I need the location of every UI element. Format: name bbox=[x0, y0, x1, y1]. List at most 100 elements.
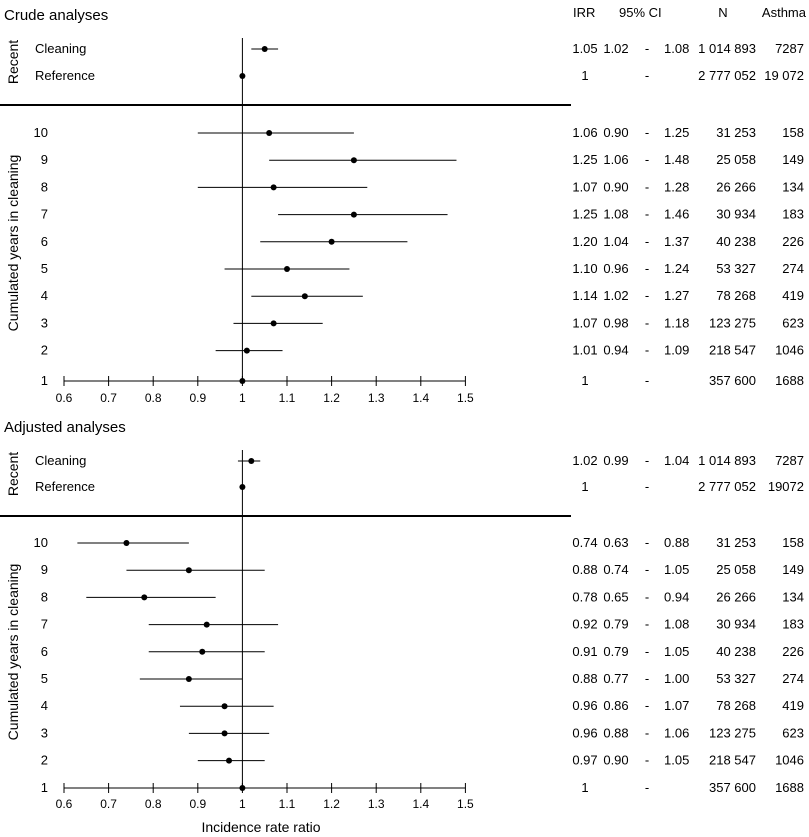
ci-upper: 1.00 bbox=[664, 671, 689, 686]
ci-upper: 1.05 bbox=[664, 644, 689, 659]
forest-row: 5 1.10 0.96 -1.24 53 327 274 bbox=[41, 261, 804, 276]
irr-point bbox=[270, 320, 277, 327]
x-tick-label: 1.1 bbox=[279, 391, 296, 405]
forest-row: 3 1.07 0.98 -1.18 123 275 623 bbox=[41, 315, 804, 330]
ci-lower: 0.74 bbox=[603, 562, 628, 577]
row-label: 8 bbox=[41, 589, 48, 604]
n-value: 2 777 052 bbox=[698, 479, 756, 494]
asthma-value: 274 bbox=[782, 261, 804, 276]
x-tick-label: 1.5 bbox=[457, 797, 474, 811]
irr-value: 1.07 bbox=[572, 315, 597, 330]
irr-point bbox=[226, 757, 233, 764]
group-label-recent: Recent bbox=[5, 452, 21, 496]
n-value: 30 934 bbox=[716, 207, 756, 222]
group-label-recent: Recent bbox=[5, 40, 21, 84]
n-value: 30 934 bbox=[716, 617, 756, 632]
forest-row: 5 0.88 0.77 -1.00 53 327 274 bbox=[41, 671, 804, 686]
irr-point bbox=[266, 130, 273, 136]
ci-lower: 0.90 bbox=[603, 179, 628, 194]
n-value: 2 777 052 bbox=[698, 68, 756, 83]
ci-upper: 0.88 bbox=[664, 535, 689, 550]
irr-value: 1.01 bbox=[572, 343, 597, 358]
x-tick-label: 1.2 bbox=[323, 797, 340, 811]
irr-point bbox=[239, 484, 246, 490]
irr-value: 1 bbox=[581, 479, 588, 494]
x-tick-label: 1.3 bbox=[368, 797, 385, 811]
asthma-value: 226 bbox=[782, 234, 804, 249]
forest-row: Reference 1 - 2 777 052 19 072 bbox=[35, 68, 804, 83]
ci-upper: 1.09 bbox=[664, 343, 689, 358]
ci-lower: 1.06 bbox=[603, 152, 628, 167]
irr-value: 0.92 bbox=[572, 617, 597, 632]
ci-value: - bbox=[645, 373, 649, 388]
x-tick-label: 1.4 bbox=[412, 797, 429, 811]
asthma-value: 419 bbox=[782, 288, 804, 303]
x-tick-label: 0.6 bbox=[56, 391, 73, 405]
row-label: 7 bbox=[41, 617, 48, 632]
asthma-value: 1046 bbox=[775, 343, 804, 358]
row-label: 10 bbox=[34, 125, 48, 140]
irr-value: 1.10 bbox=[572, 261, 597, 276]
ci-dash: - bbox=[645, 343, 649, 358]
row-label: 9 bbox=[41, 152, 48, 167]
x-tick-label: 0.7 bbox=[100, 797, 117, 811]
asthma-value: 623 bbox=[782, 725, 804, 740]
asthma-value: 7287 bbox=[775, 453, 804, 468]
row-label: 8 bbox=[41, 179, 48, 194]
ci-dash: - bbox=[645, 125, 649, 140]
adjusted-panel: Adjusted analyses Recent Cumulated years i… bbox=[0, 419, 804, 811]
forest-row: Reference 1 - 2 777 052 19072 bbox=[35, 479, 804, 494]
n-value: 1 014 893 bbox=[698, 453, 756, 468]
column-headers: IRR 95% CI N Asthma bbox=[573, 5, 807, 20]
irr-value: 1.06 bbox=[572, 125, 597, 140]
ci-lower: 0.96 bbox=[603, 261, 628, 276]
n-value: 31 253 bbox=[716, 125, 756, 140]
x-tick-label: 1.3 bbox=[368, 391, 385, 405]
ci-upper: 1.08 bbox=[664, 617, 689, 632]
ci-upper: 1.04 bbox=[664, 453, 689, 468]
ci-dash: - bbox=[645, 179, 649, 194]
irr-point bbox=[123, 540, 130, 546]
irr-value: 0.96 bbox=[572, 725, 597, 740]
ci-lower: 0.88 bbox=[603, 725, 628, 740]
ci-dash: - bbox=[645, 671, 649, 686]
irr-point bbox=[284, 266, 290, 272]
header-n: N bbox=[718, 5, 727, 20]
ci-dash: - bbox=[645, 288, 649, 303]
n-value: 78 268 bbox=[716, 698, 756, 713]
panel-title: Crude analyses bbox=[4, 7, 108, 24]
x-tick-label: 1 bbox=[239, 391, 246, 405]
irr-value: 1.14 bbox=[572, 288, 597, 303]
x-tick-label: 0.7 bbox=[100, 391, 117, 405]
irr-point bbox=[350, 157, 357, 164]
row-label: 4 bbox=[41, 288, 48, 303]
ci-upper: 0.94 bbox=[664, 589, 689, 604]
forest-row: 2 0.97 0.90 -1.05 218 547 1046 bbox=[41, 753, 804, 768]
x-tick-label: 1 bbox=[239, 797, 246, 811]
n-value: 40 238 bbox=[716, 644, 756, 659]
n-value: 25 058 bbox=[716, 562, 756, 577]
irr-value: 0.88 bbox=[572, 562, 597, 577]
row-label: 2 bbox=[41, 753, 48, 768]
n-value: 357 600 bbox=[709, 373, 756, 388]
irr-point bbox=[243, 347, 250, 354]
asthma-value: 19072 bbox=[768, 479, 804, 494]
asthma-value: 1688 bbox=[775, 373, 804, 388]
forest-row: 1 1 - 357 600 1688 bbox=[41, 780, 804, 795]
row-label: 3 bbox=[41, 315, 48, 330]
irr-point bbox=[239, 73, 246, 79]
ci-upper: 1.46 bbox=[664, 207, 689, 222]
irr-point bbox=[239, 378, 246, 384]
asthma-value: 183 bbox=[782, 617, 804, 632]
row-label: 10 bbox=[34, 535, 48, 550]
x-tick-label: 1.2 bbox=[323, 391, 340, 405]
ci-lower: 0.79 bbox=[603, 617, 628, 632]
row-label: Cleaning bbox=[35, 41, 86, 56]
asthma-value: 7287 bbox=[775, 41, 804, 56]
irr-point bbox=[239, 785, 246, 791]
asthma-value: 149 bbox=[782, 562, 804, 577]
x-tick-label: 0.8 bbox=[145, 391, 162, 405]
irr-point bbox=[350, 211, 357, 218]
ci-lower: 1.04 bbox=[603, 234, 628, 249]
